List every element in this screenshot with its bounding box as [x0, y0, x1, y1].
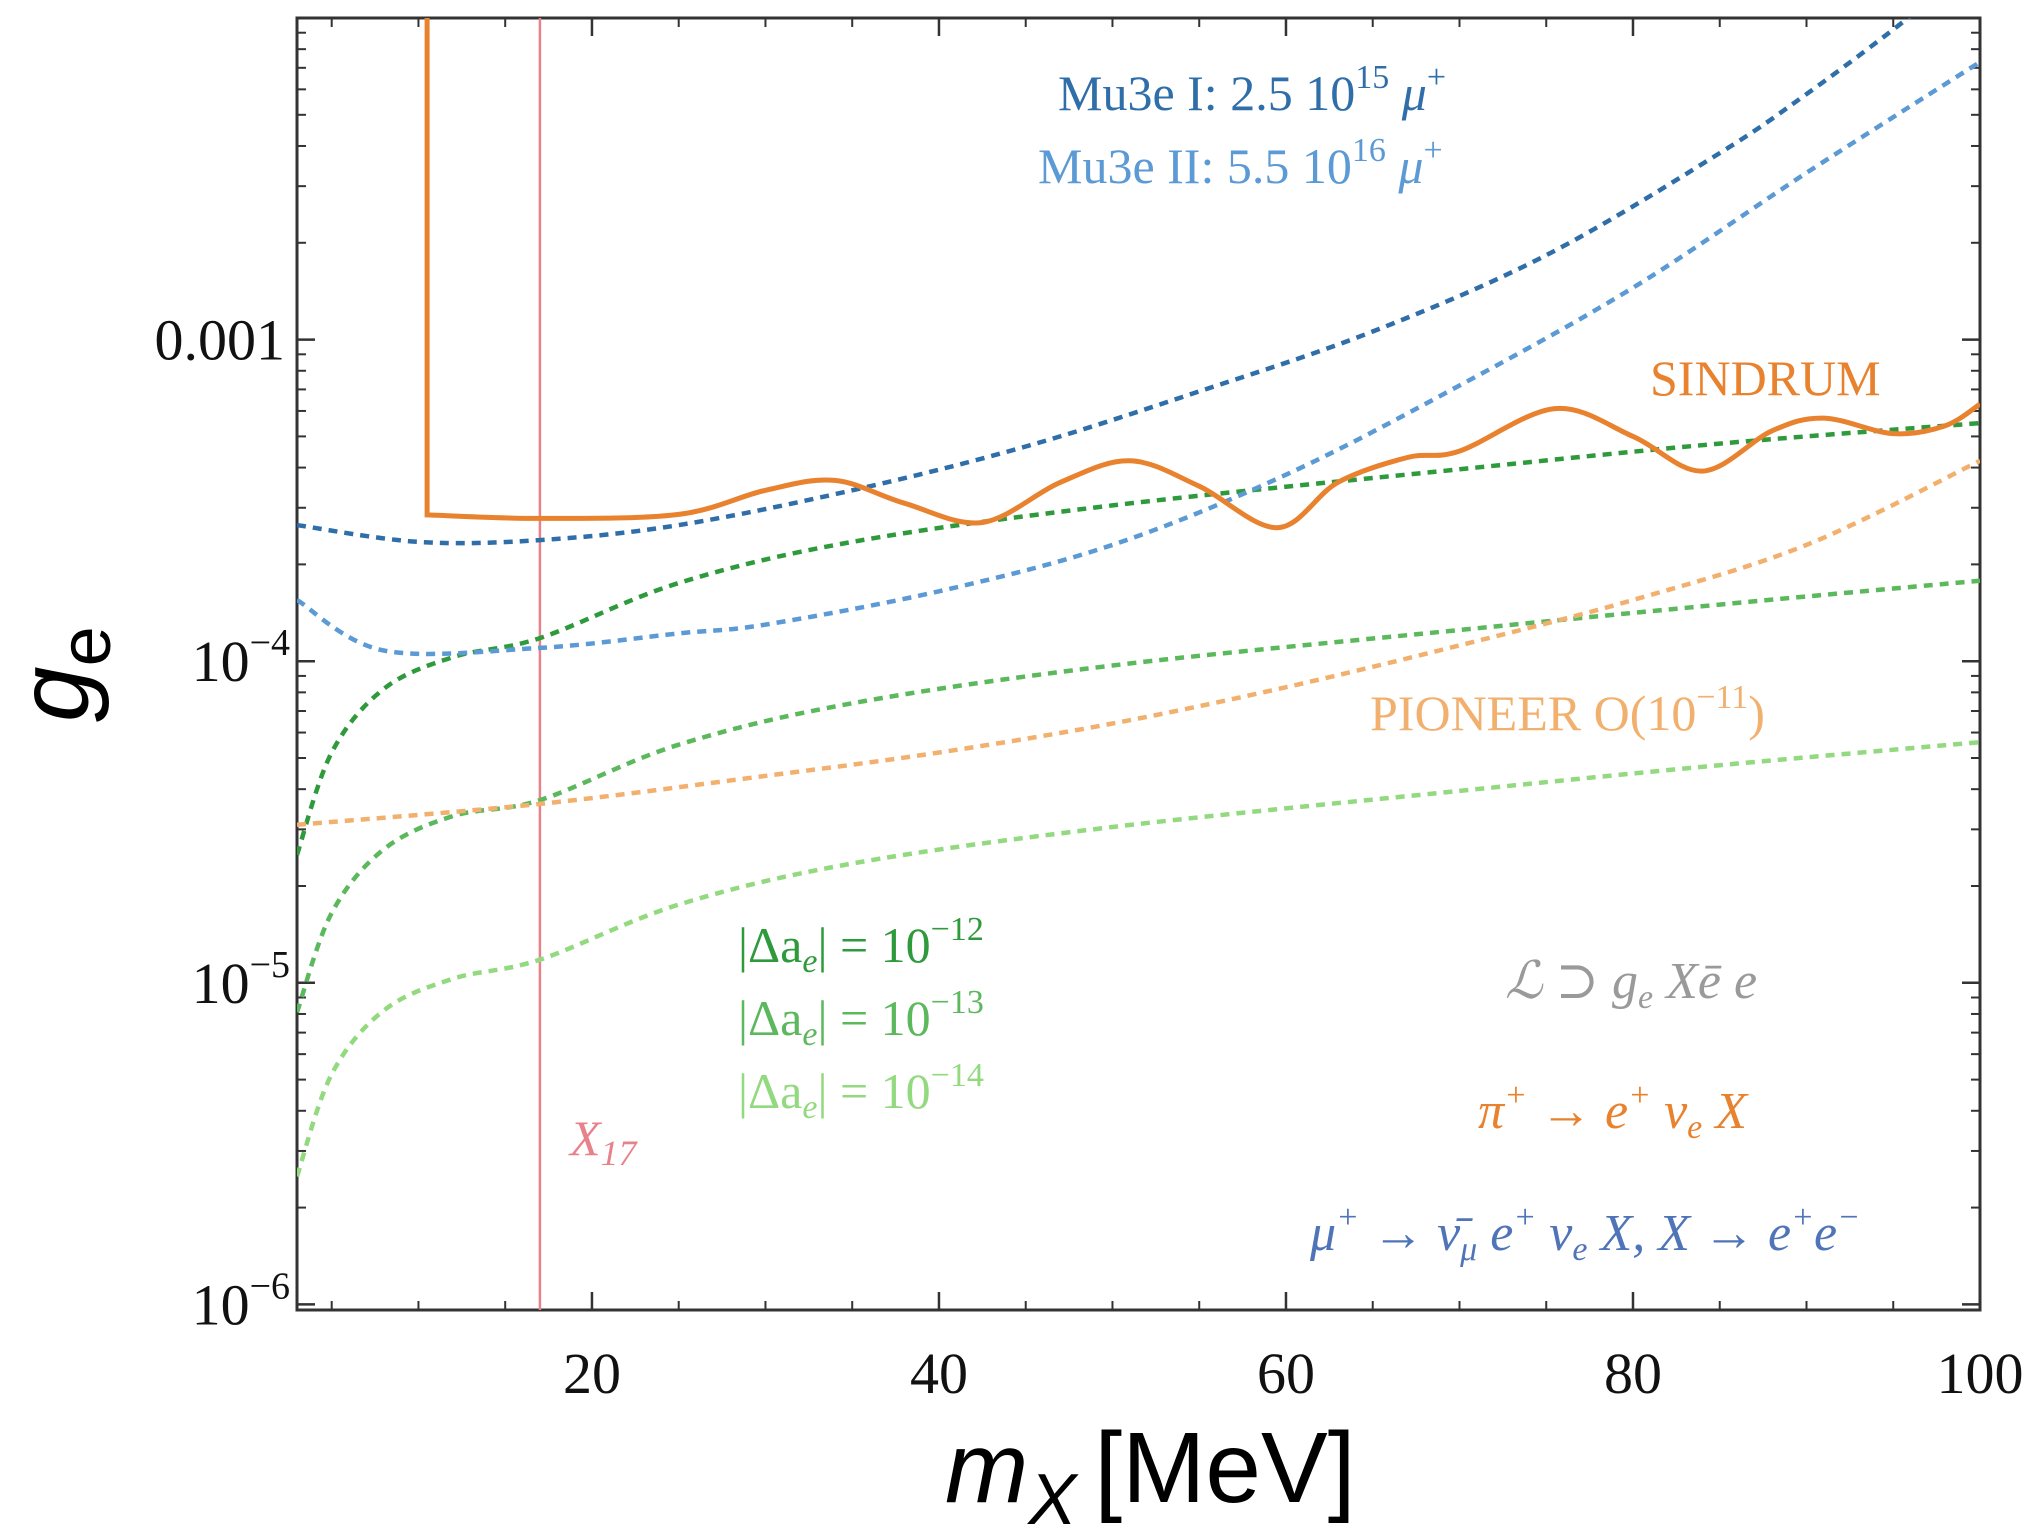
series-pioneer — [297, 458, 1980, 828]
x-tick-label-20: 20 — [563, 1341, 621, 1406]
series-delta-ae-1e-13 — [297, 578, 1980, 1013]
x-tick-label-60: 60 — [1257, 1341, 1315, 1406]
y-axis-title: ge — [0, 626, 126, 722]
series-mu3e-ii — [297, 60, 1980, 657]
y-tick-label-0.001: 0.001 — [155, 308, 286, 373]
major-ticks — [297, 18, 1982, 1310]
x-tick-labels: 20 40 60 80 100 — [563, 1341, 2024, 1406]
y-tick-labels: 0.001 10−4 10−5 10−6 — [155, 308, 291, 1338]
annotation-mu3e-i: Mu3e I: 2.5 1015 μ+ — [1058, 59, 1446, 121]
y-tick-label-1e-6: 10−6 — [192, 1265, 290, 1337]
y-tick-label-1e-4: 10−4 — [192, 622, 290, 694]
x-tick-label-80: 80 — [1604, 1341, 1662, 1406]
minor-ticks — [297, 18, 1980, 1310]
plot-frame — [295, 16, 1982, 1312]
annotation-pion-decay: π+ → e+ νe X — [1478, 1077, 1749, 1146]
x-tick-label-40: 40 — [910, 1341, 968, 1406]
annotation-muon-decay: μ+ → ν̄μ e+ νe X, X → e+e− — [1309, 1199, 1860, 1268]
annotation-mu3e-ii: Mu3e II: 5.5 1016 μ+ — [1038, 132, 1443, 194]
annotation-lagrangian: ℒ ⊃ ge Xē e — [1505, 953, 1757, 1016]
series-delta-ae-1e-12 — [297, 420, 1980, 856]
x-tick-label-100: 100 — [1937, 1341, 2024, 1406]
annotation-delta-ae-1e-12: |Δae| = 10−12 — [738, 911, 984, 980]
series-layer — [297, 18, 1980, 1310]
annotation-delta-ae-1e-14: |Δae| = 10−14 — [738, 1057, 984, 1126]
annotation-pioneer: PIONEER O(10−11) — [1370, 679, 1765, 741]
annotation-delta-ae-1e-13: |Δae| = 10−13 — [738, 984, 984, 1053]
x-axis-title: mX [MeV] — [945, 1412, 1356, 1530]
y-tick-label-1e-5: 10−5 — [192, 944, 290, 1016]
series-sindrum — [424, 18, 1980, 531]
x17-label: X17 — [568, 1110, 639, 1173]
annotation-sindrum: SINDRUM — [1650, 350, 1881, 406]
series-mu3e-i — [297, 18, 1912, 546]
series-delta-ae-1e-14 — [297, 739, 1980, 1178]
